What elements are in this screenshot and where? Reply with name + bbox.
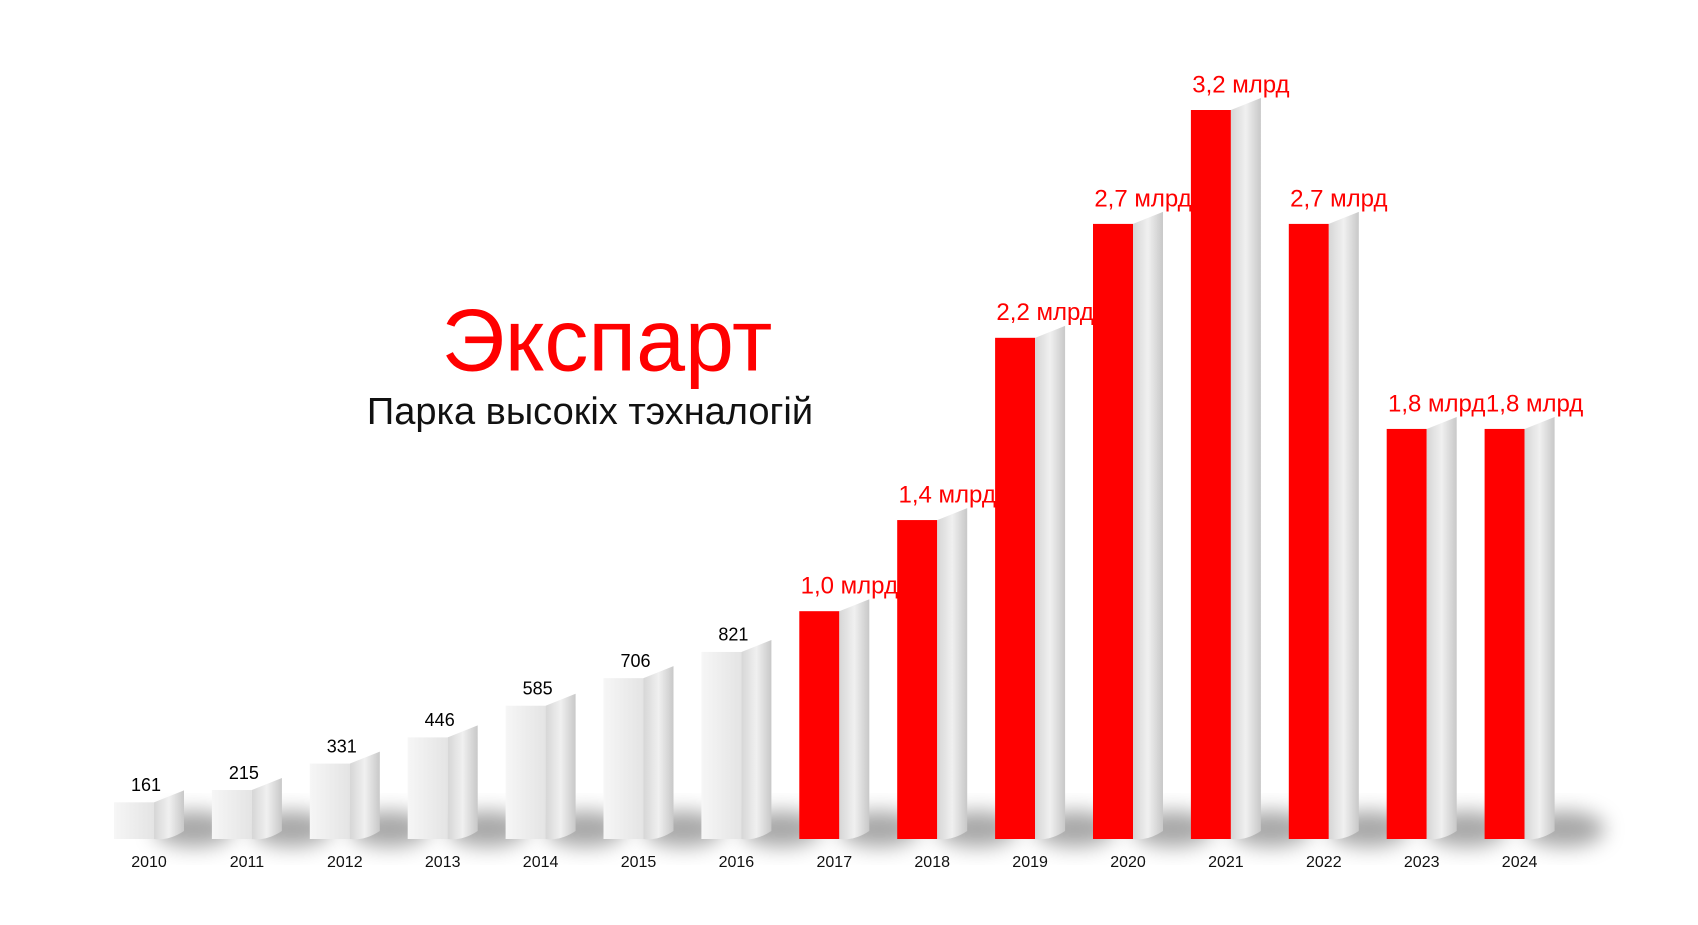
bar-front: [1484, 428, 1525, 839]
bar-front: [1190, 110, 1231, 839]
bar-side: [1133, 211, 1163, 840]
chart-title: Экспарт: [442, 290, 773, 389]
bar-front: [1288, 223, 1329, 839]
bar-front: [505, 705, 546, 839]
x-tick-label: 2022: [1306, 854, 1342, 871]
x-tick-label: 2013: [425, 854, 461, 871]
bar-side: [251, 778, 282, 840]
bar-side: [349, 751, 380, 840]
x-tick-label: 2014: [523, 854, 559, 871]
bar-side: [1230, 98, 1261, 840]
bar-side: [154, 790, 184, 840]
value-label: 1,8 млрд: [1486, 390, 1583, 417]
value-label: 1,0 млрд: [801, 573, 898, 600]
bar-side: [937, 508, 968, 840]
bar-front: [995, 337, 1036, 839]
x-tick-label: 2015: [621, 854, 657, 871]
x-tick-label: 2016: [719, 854, 755, 871]
bar-side: [741, 639, 772, 840]
chart-subtitle: Парка высокіх тэхналогій: [367, 391, 813, 433]
bar-front: [211, 790, 252, 839]
value-label: 2,7 млрд: [1290, 185, 1387, 212]
value-label: 2,7 млрд: [1094, 185, 1191, 212]
x-tick-label: 2019: [1012, 854, 1048, 871]
x-tick-label: 2017: [817, 854, 853, 871]
bar-front: [799, 611, 840, 839]
x-tick-label: 2011: [230, 854, 265, 871]
x-tick-label: 2021: [1208, 854, 1244, 871]
bar-front: [897, 520, 938, 839]
value-label: 2,2 млрд: [996, 299, 1093, 326]
bar-side: [545, 693, 576, 840]
bar-side: [1524, 416, 1555, 840]
x-tick-label: 2020: [1110, 854, 1146, 871]
bar-side: [643, 666, 674, 840]
bar-front: [309, 763, 350, 839]
bar-front: [1386, 428, 1427, 839]
bar-front: [114, 802, 154, 839]
bar-side: [1035, 325, 1066, 840]
x-tick-label: 2018: [914, 854, 950, 871]
bar-side: [447, 725, 478, 840]
bar-front: [1093, 223, 1133, 839]
value-label: 821: [718, 625, 748, 645]
value-label: 1,8 млрд: [1388, 390, 1485, 417]
value-label: 1,4 млрд: [899, 481, 996, 508]
value-label: 331: [327, 736, 357, 756]
value-label: 446: [425, 710, 455, 730]
bar-side: [1426, 416, 1457, 840]
bar-front: [407, 737, 448, 839]
x-tick-label: 2023: [1404, 854, 1440, 871]
value-label: 215: [229, 763, 259, 783]
bar-front: [603, 678, 644, 839]
bar-side: [839, 599, 870, 840]
x-tick-label: 2012: [327, 854, 363, 871]
bar-side: [1328, 211, 1359, 840]
x-tick-label: 2024: [1502, 854, 1538, 871]
value-label: 161: [131, 775, 161, 795]
bar-front: [701, 651, 742, 839]
value-label: 585: [523, 678, 553, 698]
x-tick-label: 2010: [131, 854, 167, 871]
value-label: 3,2 млрд: [1192, 71, 1289, 98]
value-label: 706: [620, 651, 650, 671]
